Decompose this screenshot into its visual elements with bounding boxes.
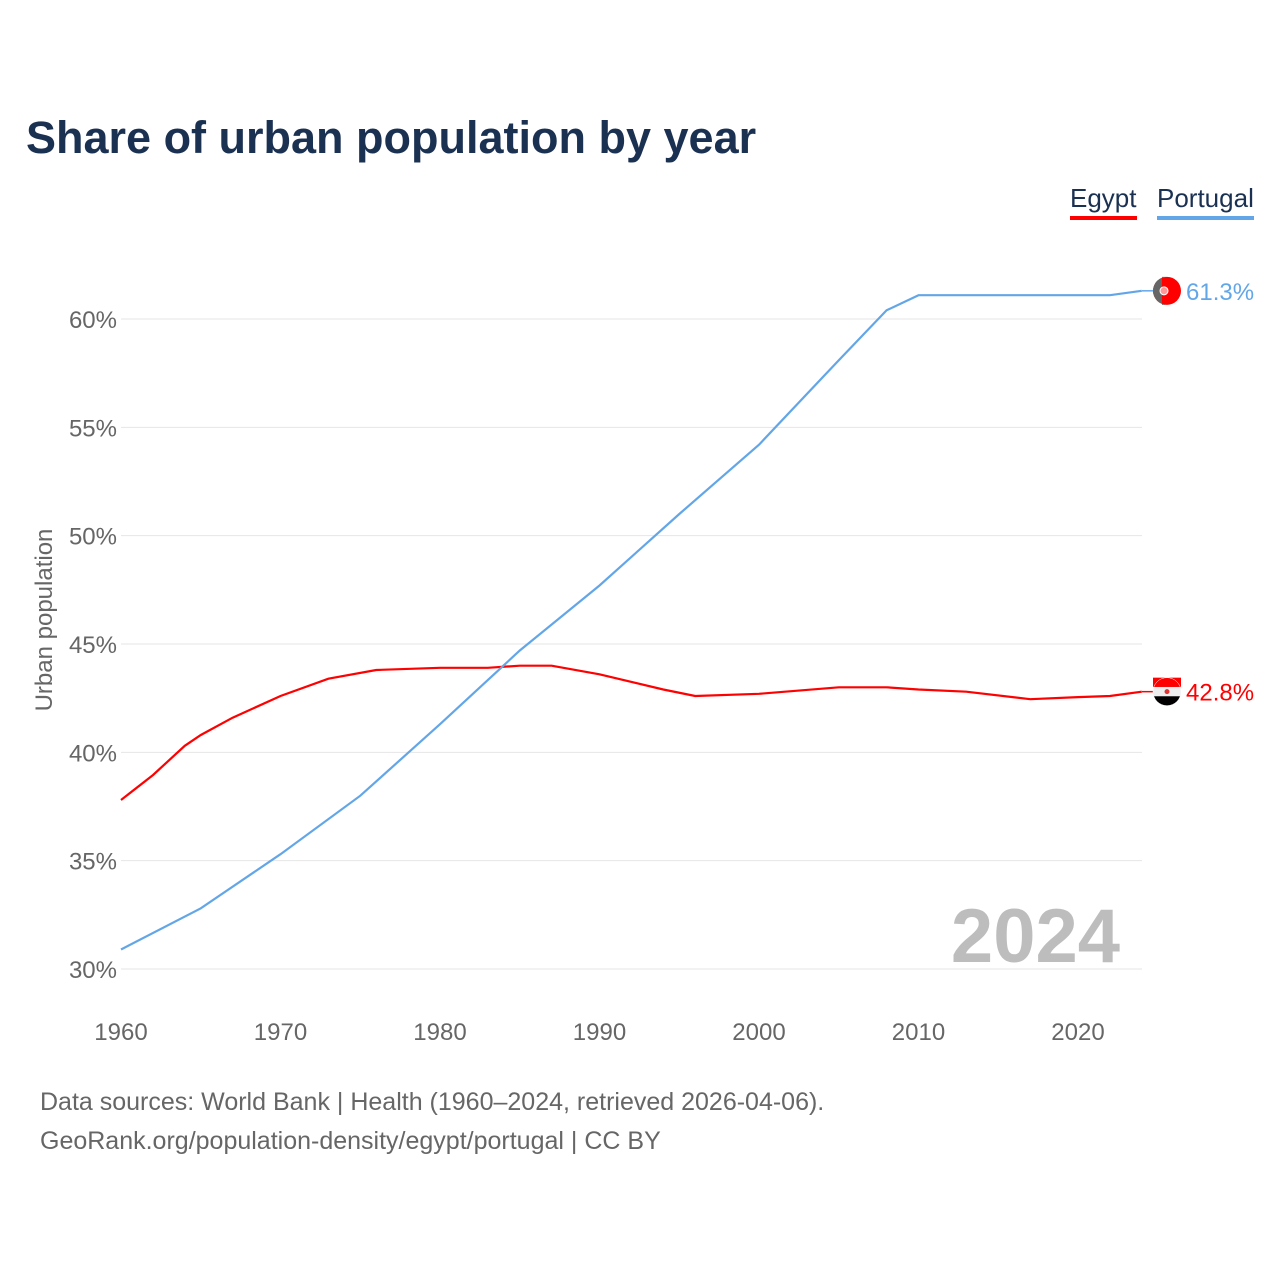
series-line-portugal xyxy=(120,289,1142,951)
source-link[interactable]: GeoRank.org/population-density/egypt/por… xyxy=(40,1127,661,1155)
flag-egypt-red xyxy=(1153,677,1181,687)
chart-title: Share of urban population by year xyxy=(26,112,757,163)
y-tick-label: 30% xyxy=(69,957,117,984)
flag-egypt-eagle xyxy=(1164,689,1170,695)
y-tick-label: 35% xyxy=(69,849,117,876)
flag-egypt-border xyxy=(1152,677,1182,706)
series-line-egypt xyxy=(120,664,1142,801)
y-tick-label: 45% xyxy=(69,632,117,659)
year-watermark: 2024 xyxy=(951,894,1120,979)
legend-egypt[interactable]: Egypt xyxy=(1070,183,1137,220)
y-tick-label: 55% xyxy=(69,415,117,442)
y-tick-label: 50% xyxy=(69,524,117,551)
x-tick-label: 2020 xyxy=(1051,1019,1104,1046)
legend-portugal[interactable]: Portugal xyxy=(1157,183,1254,220)
y-axis-label: Urban population xyxy=(31,529,58,712)
x-tick-label: 2000 xyxy=(732,1019,785,1046)
x-tick-label: 2010 xyxy=(892,1019,945,1046)
y-tick-label: 40% xyxy=(69,740,117,767)
x-tick-label: 1980 xyxy=(413,1019,466,1046)
data-sources: Data sources: World Bank | Health (1960–… xyxy=(40,1088,825,1116)
x-tick-label: 1990 xyxy=(573,1019,626,1046)
y-tick-label: 60% xyxy=(69,307,117,334)
flag-portugal-emblem xyxy=(1159,286,1169,296)
end-label-egypt: 42.8% xyxy=(1186,680,1254,707)
end-label-portugal: 61.3% xyxy=(1186,279,1254,306)
x-tick-label: 1970 xyxy=(254,1019,307,1046)
x-tick-label: 1960 xyxy=(94,1019,147,1046)
